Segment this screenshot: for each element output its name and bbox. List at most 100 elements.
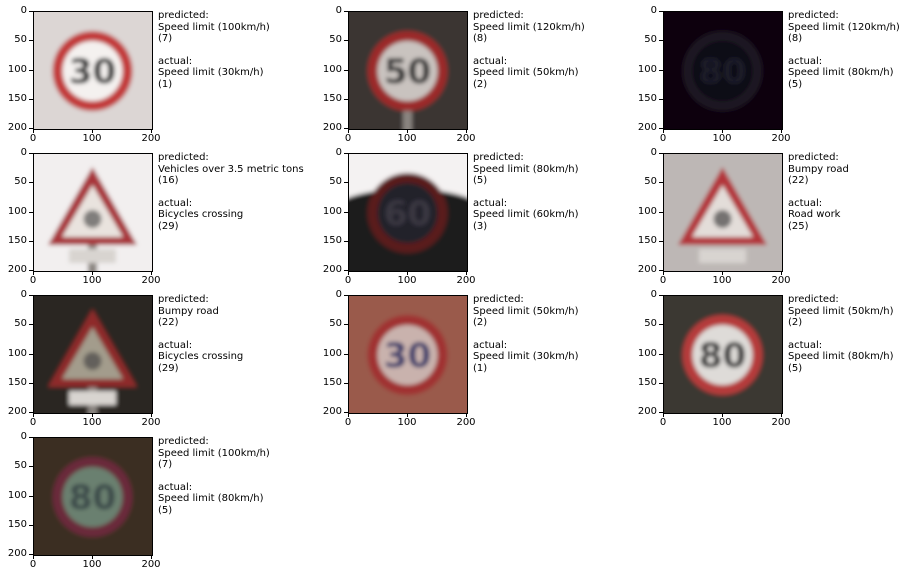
y-tick-mark bbox=[344, 153, 348, 154]
y-tick-label: 150 bbox=[322, 92, 342, 104]
prediction-panel: 0 50 100 150 200 0 100 200 predicted: Bumpy road(… bbox=[630, 142, 906, 286]
y-tick-mark bbox=[344, 270, 348, 271]
predicted-class-name: Bumpy road bbox=[158, 305, 219, 317]
prediction-panel: 50 0 50 100 150 200 0 100 200 predicted: Speed lim… bbox=[315, 0, 615, 144]
predicted-label: predicted: bbox=[473, 152, 524, 163]
x-tick-mark bbox=[92, 413, 93, 417]
predicted-label: predicted: bbox=[158, 436, 209, 447]
y-tick-label: 200 bbox=[7, 548, 27, 559]
y-tick-mark bbox=[29, 211, 33, 213]
predicted-class-name: Speed limit (50km/h) bbox=[473, 305, 579, 317]
y-tick-mark bbox=[659, 382, 663, 384]
y-tick-mark bbox=[344, 40, 348, 42]
actual-label: actual: bbox=[788, 197, 823, 209]
y-tick-mark bbox=[659, 128, 663, 129]
y-tick-label: 100 bbox=[637, 205, 657, 217]
traffic-sign-image: 60 bbox=[348, 153, 467, 271]
x-tick-mark bbox=[151, 129, 152, 133]
y-tick-label: 150 bbox=[637, 376, 657, 388]
y-tick-mark bbox=[29, 98, 33, 100]
predicted-label: predicted: bbox=[473, 10, 524, 21]
y-tick-mark bbox=[659, 295, 663, 296]
x-tick-mark bbox=[92, 555, 93, 559]
prediction-text: predicted: Speed limit (120km/h) (8) actual… bbox=[788, 10, 906, 91]
actual-label: actual: bbox=[788, 55, 823, 67]
traffic-sign-image bbox=[33, 295, 152, 413]
actual-class-name: Bicycles crossing bbox=[158, 351, 244, 363]
y-tick-label: 150 bbox=[7, 234, 27, 246]
x-tick-mark bbox=[663, 271, 664, 275]
x-tick-label: 0 bbox=[29, 275, 37, 286]
svg-text:30: 30 bbox=[69, 52, 116, 92]
x-tick-mark bbox=[663, 129, 664, 133]
x-tick-mark bbox=[722, 271, 723, 275]
y-tick-label: 100 bbox=[322, 347, 342, 359]
x-tick-label: 100 bbox=[397, 275, 417, 286]
svg-text:60: 60 bbox=[384, 194, 431, 234]
actual-label: actual: bbox=[158, 481, 193, 493]
sign-image-plot: 60 0 50 100 150 200 0 100 200 bbox=[323, 148, 476, 286]
actual-label: actual: bbox=[158, 339, 193, 351]
y-tick-mark bbox=[659, 11, 663, 12]
x-tick-label: 200 bbox=[456, 275, 476, 286]
predicted-class-name: Speed limit (50km/h) bbox=[788, 305, 894, 317]
y-tick-mark bbox=[344, 11, 348, 12]
x-tick-mark bbox=[781, 129, 782, 133]
actual-class-name: Bicycles crossing bbox=[158, 209, 244, 221]
y-tick-mark bbox=[659, 153, 663, 154]
predicted-label: predicted: bbox=[788, 294, 839, 305]
x-tick-label: 100 bbox=[712, 275, 732, 286]
actual-class-id: (5) bbox=[158, 504, 173, 516]
y-tick-label: 50 bbox=[14, 460, 27, 472]
traffic-sign-image: 80 bbox=[663, 295, 782, 413]
x-tick-label: 200 bbox=[141, 275, 161, 286]
y-tick-label: 150 bbox=[322, 234, 342, 246]
predicted-class-name: Speed limit (100km/h) bbox=[158, 21, 270, 33]
y-tick-mark bbox=[29, 295, 33, 296]
predicted-label: predicted: bbox=[788, 10, 839, 21]
x-tick-mark bbox=[781, 413, 782, 417]
x-tick-label: 200 bbox=[141, 133, 161, 144]
x-tick-mark bbox=[151, 413, 152, 417]
sign-image-plot: 0 50 100 150 200 0 100 200 bbox=[8, 290, 161, 428]
y-tick-mark bbox=[29, 182, 33, 184]
x-tick-mark bbox=[466, 413, 467, 417]
x-tick-mark bbox=[407, 271, 408, 275]
prediction-panel: 30 0 50 100 150 200 0 100 200 predicted: Speed lim… bbox=[315, 284, 615, 428]
actual-class-name: Road work bbox=[788, 209, 841, 221]
prediction-text: predicted: Speed limit (50km/h) (2) actual:… bbox=[788, 294, 906, 375]
x-tick-label: 100 bbox=[82, 275, 102, 286]
actual-label: actual: bbox=[788, 339, 823, 351]
actual-class-name: Speed limit (80km/h) bbox=[788, 67, 894, 79]
x-tick-mark bbox=[33, 271, 34, 275]
sign-image-plot: 80 0 50 100 150 200 0 100 200 bbox=[638, 6, 791, 144]
prediction-text: predicted: Speed limit (120km/h) (8) actual… bbox=[473, 10, 619, 91]
y-tick-label: 50 bbox=[14, 318, 27, 330]
predicted-class-name: Speed limit (120km/h) bbox=[788, 21, 900, 33]
y-tick-label: 0 bbox=[335, 5, 342, 16]
x-tick-mark bbox=[722, 413, 723, 417]
x-tick-mark bbox=[348, 271, 349, 275]
y-tick-mark bbox=[344, 240, 348, 242]
prediction-text: predicted: Bumpy road (22) actual: Road work… bbox=[788, 152, 906, 233]
x-tick-mark bbox=[466, 129, 467, 133]
predicted-class-id: (2) bbox=[473, 317, 488, 329]
y-tick-mark bbox=[659, 98, 663, 100]
y-tick-label: 100 bbox=[322, 63, 342, 75]
x-tick-label: 0 bbox=[29, 417, 37, 428]
y-tick-label: 200 bbox=[7, 406, 27, 417]
y-tick-label: 100 bbox=[322, 205, 342, 217]
actual-class-name: Speed limit (50km/h) bbox=[473, 67, 579, 79]
x-tick-mark bbox=[33, 129, 34, 133]
traffic-sign-image: 30 bbox=[348, 295, 467, 413]
y-tick-label: 50 bbox=[329, 318, 342, 330]
x-tick-label: 100 bbox=[82, 133, 102, 144]
y-tick-mark bbox=[659, 270, 663, 271]
predicted-class-id: (22) bbox=[158, 317, 179, 329]
y-tick-mark bbox=[344, 412, 348, 413]
prediction-panel: 60 0 50 100 150 200 0 100 200 predicted: Speed lim… bbox=[315, 142, 615, 286]
y-tick-mark bbox=[29, 495, 33, 497]
actual-class-name: Speed limit (80km/h) bbox=[158, 493, 264, 505]
traffic-sign-image bbox=[663, 153, 782, 271]
x-tick-label: 100 bbox=[397, 417, 417, 428]
